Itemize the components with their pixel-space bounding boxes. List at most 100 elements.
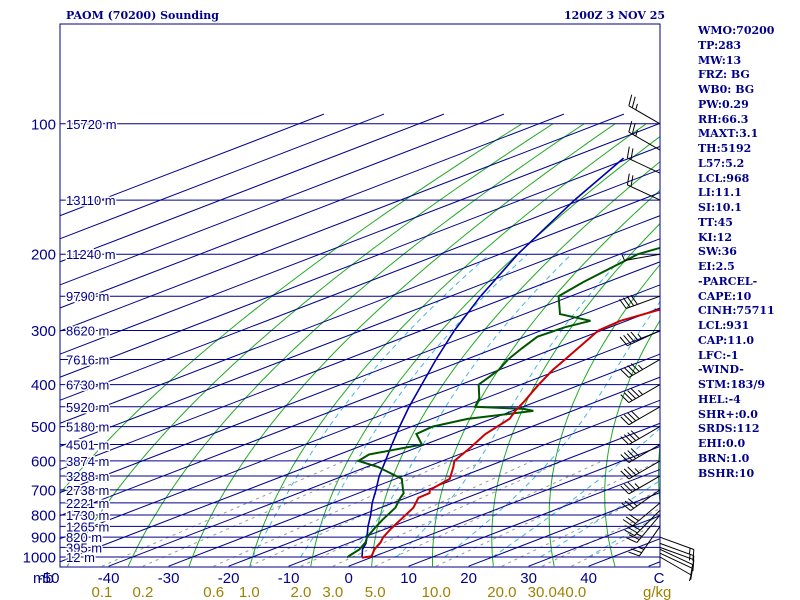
mixing-ratio-line	[213, 460, 451, 567]
index-row: LCL:968	[698, 171, 750, 185]
isotherm-line	[60, 113, 625, 332]
index-row: MAXT:3.1	[698, 127, 759, 141]
isotherm-line	[60, 284, 660, 517]
temperature-trace	[361, 308, 660, 559]
index-row: BSHR:10	[698, 466, 755, 480]
dry-adiabat	[371, 161, 660, 567]
dry-adiabat	[658, 441, 660, 507]
mixing-ratio-line	[374, 460, 603, 567]
wind-barb	[628, 526, 661, 557]
barb-shaft	[659, 546, 694, 561]
barb-feather	[692, 555, 695, 568]
index-row: HEL:-4	[698, 392, 741, 406]
barb-feather	[624, 529, 635, 537]
barb-half-feather	[638, 389, 644, 395]
barb-feather	[623, 468, 633, 478]
temperature-tick-label: -20	[218, 570, 240, 587]
barb-shaft	[630, 489, 661, 511]
temperature-tick-label: -50	[38, 570, 60, 587]
moist-adiabat	[492, 427, 660, 558]
pressure-tick-label: 1000	[23, 550, 56, 567]
index-row: L57:5.2	[698, 156, 745, 170]
height-label: 820 m	[66, 530, 102, 545]
dewpoint-trace	[346, 246, 660, 559]
dry-adiabat	[127, 123, 585, 567]
wind-barbs	[619, 94, 695, 582]
wind-barb	[628, 120, 661, 151]
dry-adiabat	[432, 189, 660, 567]
barb-feather	[630, 363, 640, 372]
barb-shaft	[626, 295, 661, 309]
barb-feather	[631, 122, 636, 135]
barb-feather	[628, 534, 640, 540]
index-row: MW:13	[698, 53, 742, 67]
dry-adiabat	[60, 123, 523, 495]
isotherm-line	[60, 113, 565, 309]
barb-shaft	[624, 253, 661, 261]
barb-feather	[631, 96, 636, 108]
wind-barb	[659, 552, 694, 580]
barb-shaft	[628, 131, 661, 151]
barb-shaft	[628, 426, 661, 446]
index-row: CINH:75711	[698, 304, 775, 318]
dry-adiabat	[491, 222, 660, 567]
height-label: 1265 m	[66, 519, 109, 534]
pressure-tick-label: 500	[31, 419, 56, 436]
temperature-tick-label: -40	[98, 570, 120, 587]
temperature-tick-label: -30	[158, 570, 180, 587]
barb-shaft	[627, 184, 661, 201]
isotherm-line	[60, 113, 385, 240]
barb-feather	[690, 568, 694, 580]
barb-feather	[623, 392, 633, 401]
height-label: 13110 m	[66, 193, 116, 208]
mixing-ratio-unit-label: g/kg	[643, 584, 671, 600]
barb-shaft	[659, 556, 692, 576]
sounding-datetime: 1200Z 3 NOV 25	[564, 9, 666, 22]
barb-feather	[627, 412, 637, 422]
height-label: 9790 m	[66, 289, 109, 304]
pressure-tick-label: 800	[31, 508, 56, 525]
mixing-ratio-tick-label: 40.0	[557, 584, 586, 600]
isotherm-line	[108, 353, 660, 567]
barb-feather	[620, 416, 630, 426]
mixing-ratio-tick-label: 10.0	[422, 584, 451, 600]
pressure-tick-label: 300	[31, 323, 56, 340]
barb-feather	[623, 334, 632, 345]
sounding-traces	[346, 157, 660, 559]
barb-shaft	[634, 509, 661, 537]
pressure-tick-label: 700	[31, 482, 56, 499]
mixing-ratio-line	[142, 460, 384, 567]
barb-feather	[690, 564, 694, 576]
mixing-ratio-line	[101, 460, 345, 567]
index-row: SRDS:112	[698, 422, 760, 436]
wind-barb	[620, 426, 661, 446]
wind-barb	[659, 546, 695, 572]
isotherm-line	[168, 376, 660, 567]
wind-barb	[620, 444, 661, 463]
barb-shaft	[627, 157, 661, 174]
barb-feather	[627, 526, 638, 534]
wind-barb	[659, 542, 695, 568]
barb-half-feather	[634, 468, 640, 474]
barb-feather	[623, 367, 633, 376]
index-row: WMO:70200	[698, 24, 775, 37]
barb-shaft	[659, 548, 693, 565]
wind-barb	[621, 253, 661, 261]
height-label: 2221 m	[66, 496, 109, 511]
temperature-tick-label: 10	[400, 570, 417, 587]
mixing-ratio-tick-label: 5.0	[365, 584, 386, 600]
pressure-unit-label: mb	[33, 570, 54, 587]
barb-half-feather	[637, 333, 643, 340]
isotherm-line	[60, 192, 660, 424]
barb-half-feather	[634, 483, 640, 489]
barb-feather	[627, 365, 637, 374]
dry-adiabat	[66, 123, 554, 567]
barb-feather	[623, 414, 633, 424]
barb-feather	[619, 336, 628, 347]
isotherm-line	[60, 261, 660, 494]
wind-barb	[659, 536, 695, 561]
mixing-ratio-tick-label: 2.0	[290, 584, 311, 600]
barb-feather	[626, 173, 630, 185]
mixing-ratio-line	[436, 460, 660, 567]
barb-half-feather	[636, 533, 643, 537]
